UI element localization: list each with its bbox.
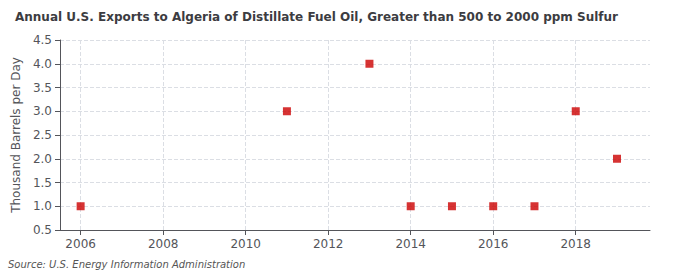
- svg-text:2010: 2010: [230, 237, 261, 251]
- svg-text:1.0: 1.0: [33, 199, 52, 213]
- svg-text:2008: 2008: [148, 237, 179, 251]
- svg-text:Annual U.S. Exports to Algeria: Annual U.S. Exports to Algeria of Distil…: [15, 10, 618, 24]
- svg-text:0.5: 0.5: [33, 223, 52, 237]
- svg-text:3.0: 3.0: [33, 104, 52, 118]
- svg-text:1.5: 1.5: [33, 176, 52, 190]
- svg-text:4.0: 4.0: [33, 57, 52, 71]
- svg-text:Source: U.S. Energy Informatio: Source: U.S. Energy Information Administ…: [8, 259, 245, 270]
- svg-text:2012: 2012: [313, 237, 344, 251]
- svg-text:Thousand Barrels per Day: Thousand Barrels per Day: [9, 57, 23, 214]
- svg-text:2016: 2016: [478, 237, 509, 251]
- svg-text:2.0: 2.0: [33, 152, 52, 166]
- svg-text:2006: 2006: [65, 237, 96, 251]
- svg-text:2018: 2018: [560, 237, 591, 251]
- svg-text:4.5: 4.5: [33, 33, 52, 47]
- svg-text:3.5: 3.5: [33, 81, 52, 95]
- svg-text:2014: 2014: [395, 237, 426, 251]
- svg-text:2.5: 2.5: [33, 128, 52, 142]
